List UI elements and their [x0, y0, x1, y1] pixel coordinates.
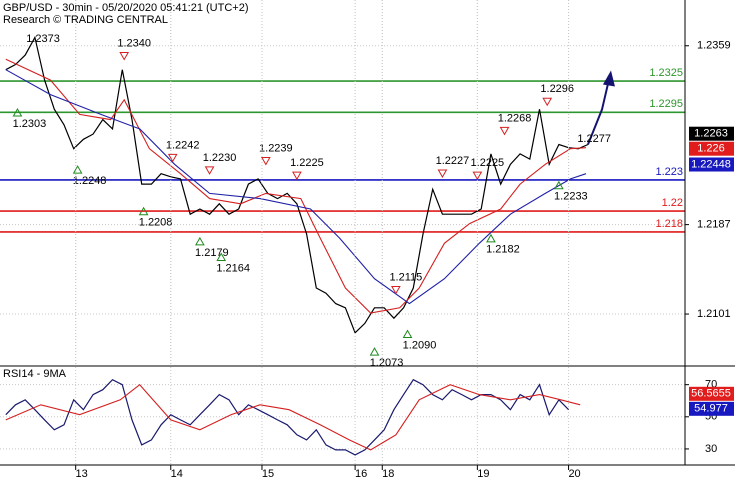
buy-marker	[12, 107, 23, 117]
buy-marker	[369, 347, 380, 356]
annotation-label: 1.2164	[216, 262, 250, 274]
price-tag-label: 54.977	[694, 403, 728, 415]
sell-marker	[292, 171, 302, 181]
sell-marker	[391, 285, 401, 295]
buy-marker	[195, 236, 205, 246]
arrow-head	[602, 70, 615, 87]
x-tick-label: 15	[262, 468, 274, 480]
y-tick-label: 1.2359	[697, 40, 731, 52]
price-tag	[689, 401, 734, 416]
annotation-label: 1.2233	[554, 191, 588, 203]
annotation-label: 1.2225	[290, 157, 324, 169]
sell-marker	[119, 52, 130, 61]
x-tick-label: 19	[477, 468, 489, 480]
rsi-title: RSI14 - 9MA	[3, 368, 67, 380]
sell-marker	[204, 166, 215, 175]
average-line	[5, 383, 581, 451]
annotation-label: 1.2225	[471, 157, 505, 169]
level-label: 1.22	[662, 197, 683, 209]
sell-marker	[472, 171, 483, 181]
price-tag-label: 1.2263	[694, 128, 728, 140]
chart-title: GBP/USD - 30min - 05/20/2020 05:41:21 (U…	[3, 2, 248, 14]
price-tag	[689, 386, 734, 401]
x-tick-label: 14	[171, 468, 183, 480]
price-line	[5, 378, 570, 456]
x-tick-label: 18	[382, 468, 394, 480]
price-line	[5, 35, 589, 334]
price-tag	[689, 157, 734, 172]
annotation-label: 1.2239	[259, 142, 293, 154]
projection-arrow	[587, 79, 610, 145]
average-line	[5, 58, 587, 314]
x-tick-label: 20	[568, 468, 580, 480]
annotation-label: 1.2073	[370, 357, 404, 369]
x-tick-label: 16	[355, 468, 367, 480]
buy-marker	[138, 206, 149, 216]
annotation-label: 1.2373	[26, 33, 60, 45]
buy-marker	[554, 180, 564, 190]
annotation-label: 1.2227	[436, 155, 470, 167]
buy-marker	[72, 165, 83, 174]
annotation-label: 1.2230	[203, 152, 237, 164]
sell-marker	[167, 153, 178, 163]
annotation-label: 1.2208	[139, 217, 173, 229]
level-label: 1.223	[655, 166, 683, 178]
level-label: 1.2295	[649, 98, 683, 110]
average-line	[5, 69, 587, 305]
buy-marker	[402, 329, 413, 338]
price-panel: 1.2359 1.2187 1.2101 1.2325 1.2295 1.223 1.22 1…	[0, 0, 734, 369]
annotation-label: 1.2277	[577, 133, 611, 145]
annotation-label: 1.2340	[117, 37, 151, 49]
sell-marker	[542, 97, 553, 107]
y-tick-label: 1.2187	[697, 219, 731, 231]
annotation-label: 1.2296	[540, 83, 574, 95]
annotation-label: 1.2248	[73, 175, 107, 187]
y-tick-label: 1.2101	[697, 308, 731, 320]
annotation-label: 1.2090	[403, 339, 437, 351]
annotation-label: 1.2182	[486, 244, 520, 256]
buy-marker	[216, 252, 227, 262]
price-tag-label: 56.5655	[691, 388, 731, 400]
level-label: 1.218	[655, 218, 683, 230]
buy-marker	[486, 233, 496, 243]
sell-marker	[437, 169, 448, 179]
price-tag-label: 1.22448	[691, 158, 731, 170]
annotation-label: 1.2242	[166, 139, 200, 151]
y-tick-label: 30	[705, 443, 717, 455]
annotation-label: 1.2268	[498, 112, 532, 124]
level-label: 1.2325	[649, 67, 683, 79]
price-tag-label: 1.226	[697, 143, 725, 155]
sell-marker	[260, 157, 271, 166]
sell-marker	[499, 126, 510, 136]
price-tag	[689, 126, 734, 141]
annotation-label: 1.2115	[389, 271, 422, 283]
annotation-label: 1.2303	[13, 118, 47, 130]
price-tag	[689, 141, 734, 156]
chart-subtitle: Research © TRADING CENTRAL	[3, 14, 168, 26]
x-tick-label: 13	[76, 468, 88, 480]
